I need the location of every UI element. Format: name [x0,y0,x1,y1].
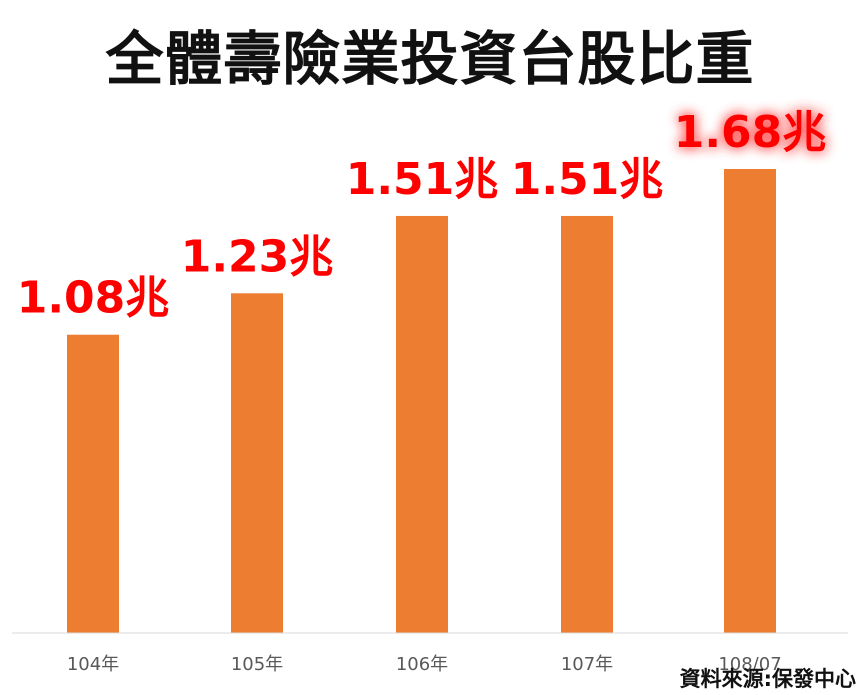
data-label-4: 1.68兆 [674,107,827,158]
bar-1 [231,293,283,633]
bar-0 [67,334,119,633]
bar-3 [561,215,613,633]
x-tick-label-0: 104年 [67,654,119,675]
data-label-3: 1.51兆 [511,154,664,205]
x-tick-label-1: 105年 [231,654,283,675]
chart-title: 全體壽險業投資台股比重 [105,25,755,93]
x-tick-label-2: 106年 [396,654,448,675]
bar-4 [724,169,776,633]
x-tick-label-3: 107年 [561,654,613,675]
bar-2 [396,215,448,633]
x-tick-label-4: 108/07 [718,654,781,675]
source-note: 資料來源:保發中心 [679,667,856,691]
data-label-1: 1.23兆 [181,231,334,282]
data-label-2: 1.51兆 [346,154,499,205]
data-label-0: 1.08兆 [17,273,170,324]
